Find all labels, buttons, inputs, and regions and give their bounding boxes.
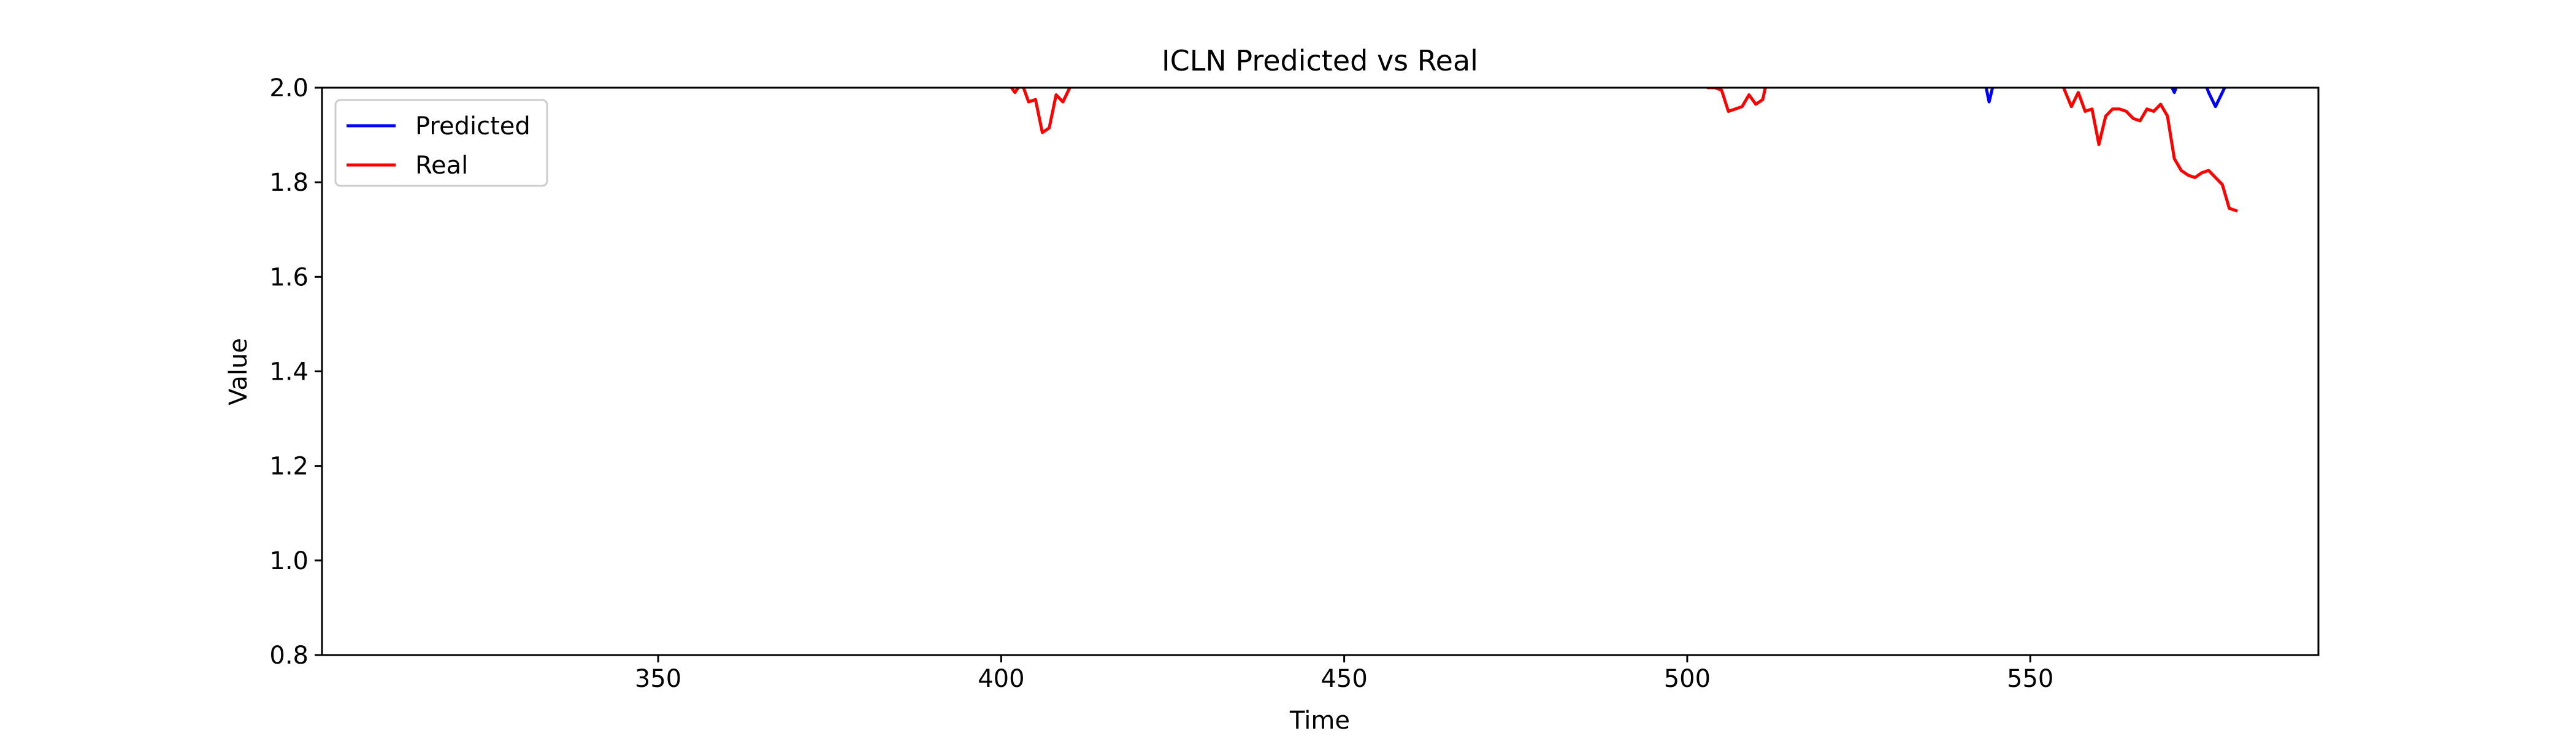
y-tick-label: 1.4 — [269, 358, 309, 386]
y-tick-label: 0.8 — [269, 642, 309, 670]
real-series-line — [1010, 88, 2238, 213]
x-tick-label: 400 — [978, 665, 1024, 693]
x-tick-label: 450 — [1321, 665, 1367, 693]
y-axis: 0.8 1.0 1.2 1.4 1.6 1.8 2.0 — [269, 74, 322, 670]
x-axis-label: Time — [1289, 707, 1350, 735]
y-tick-label: 1.6 — [269, 263, 309, 291]
y-tick-label: 2.0 — [269, 74, 309, 102]
x-tick-label: 500 — [1664, 665, 1711, 693]
predicted-series-line — [1984, 88, 2226, 109]
x-tick-label: 550 — [2007, 665, 2053, 693]
y-tick-label: 1.0 — [269, 547, 309, 575]
y-tick-label: 1.2 — [269, 453, 309, 481]
legend: Predicted Real — [334, 99, 548, 187]
plot-area — [322, 88, 2318, 655]
series-layer — [1010, 88, 2238, 213]
legend-label-real: Real — [415, 151, 468, 180]
x-axis: 350 400 450 500 550 — [635, 655, 2053, 693]
chart-title: ICLN Predicted vs Real — [1162, 44, 1478, 77]
y-tick-label: 1.8 — [269, 169, 309, 197]
legend-label-predicted: Predicted — [415, 112, 531, 140]
x-tick-label: 350 — [635, 665, 681, 693]
y-axis-label: Value — [224, 338, 253, 405]
